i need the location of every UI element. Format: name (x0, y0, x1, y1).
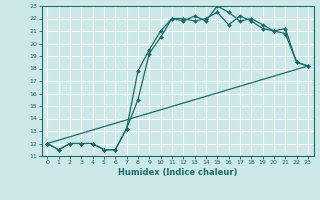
X-axis label: Humidex (Indice chaleur): Humidex (Indice chaleur) (118, 168, 237, 177)
